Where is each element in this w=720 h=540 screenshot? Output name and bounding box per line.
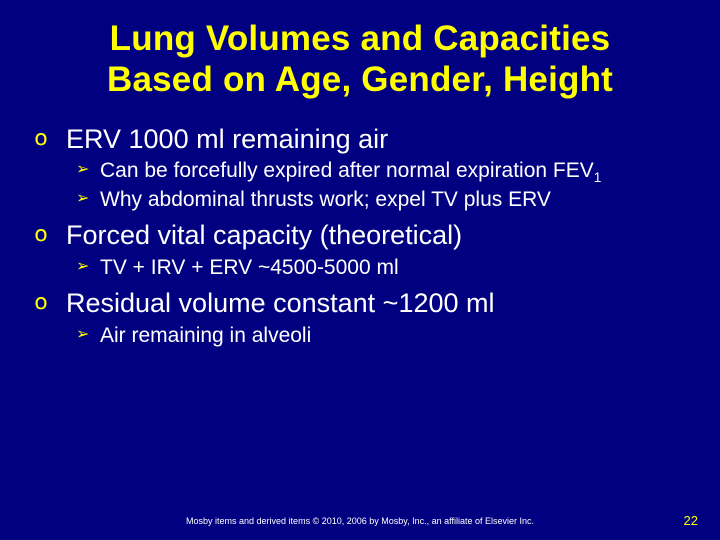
sub-list: ➢ Air remaining in alveoli — [34, 323, 692, 349]
sub-list-item: ➢ Air remaining in alveoli — [76, 323, 692, 349]
list-item: ໐ Forced vital capacity (theoretical) — [34, 219, 692, 253]
arrow-icon: ➢ — [76, 255, 90, 278]
title-line-2: Based on Age, Gender, Height — [107, 60, 613, 99]
list-item-text: ERV 1000 ml remaining air — [66, 123, 388, 157]
sub-list: ➢ Can be forcefully expired after normal… — [34, 158, 692, 213]
slide-body: ໐ ERV 1000 ml remaining air ➢ Can be for… — [28, 123, 692, 349]
sub-list-item: ➢ Can be forcefully expired after normal… — [76, 158, 692, 184]
sub-list-item-text: TV + IRV + ERV ~4500-5000 ml — [100, 255, 399, 281]
sub-list-item-text: Can be forcefully expired after normal e… — [100, 158, 601, 184]
list-item-text: Residual volume constant ~1200 ml — [66, 287, 495, 321]
copyright-footer: Mosby items and derived items © 2010, 20… — [0, 516, 720, 526]
bullet-icon: ໐ — [34, 123, 54, 153]
slide-title: Lung Volumes and Capacities Based on Age… — [28, 18, 692, 101]
arrow-icon: ➢ — [76, 187, 90, 210]
sub-list-item: ➢ Why abdominal thrusts work; expel TV p… — [76, 187, 692, 213]
list-item: ໐ ERV 1000 ml remaining air — [34, 123, 692, 157]
sub-list-item: ➢ TV + IRV + ERV ~4500-5000 ml — [76, 255, 692, 281]
title-line-1: Lung Volumes and Capacities — [110, 19, 611, 58]
list-item: ໐ Residual volume constant ~1200 ml — [34, 287, 692, 321]
arrow-icon: ➢ — [76, 158, 90, 181]
list-item-text: Forced vital capacity (theoretical) — [66, 219, 462, 253]
sub-list: ➢ TV + IRV + ERV ~4500-5000 ml — [34, 255, 692, 281]
bullet-icon: ໐ — [34, 287, 54, 317]
slide: Lung Volumes and Capacities Based on Age… — [0, 0, 720, 540]
sub-list-item-text: Air remaining in alveoli — [100, 323, 311, 349]
arrow-icon: ➢ — [76, 323, 90, 346]
page-number: 22 — [684, 513, 698, 528]
bullet-icon: ໐ — [34, 219, 54, 249]
sub-list-item-text: Why abdominal thrusts work; expel TV plu… — [100, 187, 551, 213]
